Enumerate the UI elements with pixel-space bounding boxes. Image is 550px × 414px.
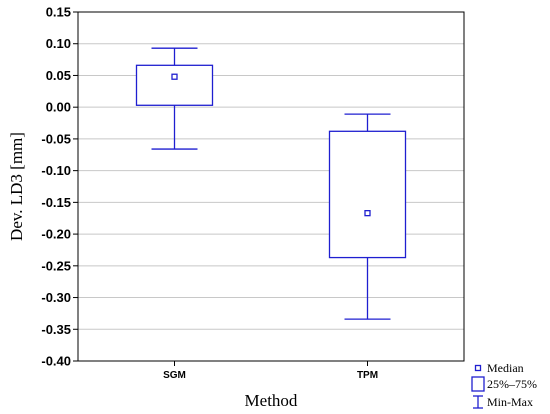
y-tick-label: 0.15 [46, 5, 71, 20]
box-sgm [135, 47, 214, 150]
y-tick-label: -0.05 [41, 131, 71, 146]
y-tick-label: -0.20 [41, 227, 71, 242]
legend-item-box: 25%–75% [471, 376, 537, 392]
median-marker [364, 210, 371, 217]
box-iqr [328, 130, 407, 259]
box-series [135, 47, 407, 320]
y-axis: 0.15 0.10 0.05 0.00 -0.05 -0.10 -0.15 -0.20 -0.2… [41, 5, 78, 369]
x-axis-title: Method [245, 391, 298, 410]
x-category-label: SGM [163, 370, 186, 381]
y-tick-label: -0.10 [41, 163, 71, 178]
y-tick-label: -0.35 [41, 322, 71, 337]
y-tick-label: -0.40 [41, 354, 71, 369]
y-tick-label: -0.25 [41, 258, 71, 273]
legend-item-whisker: Min-Max [473, 395, 533, 409]
x-axis: SGM TPM [163, 361, 378, 381]
legend-median-icon [474, 364, 482, 372]
legend-label: 25%–75% [487, 377, 537, 391]
x-category-label: TPM [357, 370, 378, 381]
box-tpm [328, 113, 407, 320]
y-tick-label: 0.10 [46, 36, 71, 51]
legend-label: Median [487, 361, 524, 375]
y-tick-label: -0.30 [41, 290, 71, 305]
y-tick-label: -0.15 [41, 195, 71, 210]
legend-item-median-square: Median [474, 361, 524, 375]
box-iqr [135, 64, 214, 106]
median-marker [171, 73, 178, 80]
plot-frame [77, 11, 465, 362]
legend-label: Min-Max [487, 395, 533, 409]
y-tick-label: 0.00 [46, 100, 71, 115]
y-tick-label: 0.05 [46, 68, 71, 83]
legend: Median 25%–75% Min-Max [471, 361, 537, 409]
y-axis-title: Dev. LD3 [mm] [7, 132, 26, 241]
legend-box-icon [471, 376, 485, 392]
